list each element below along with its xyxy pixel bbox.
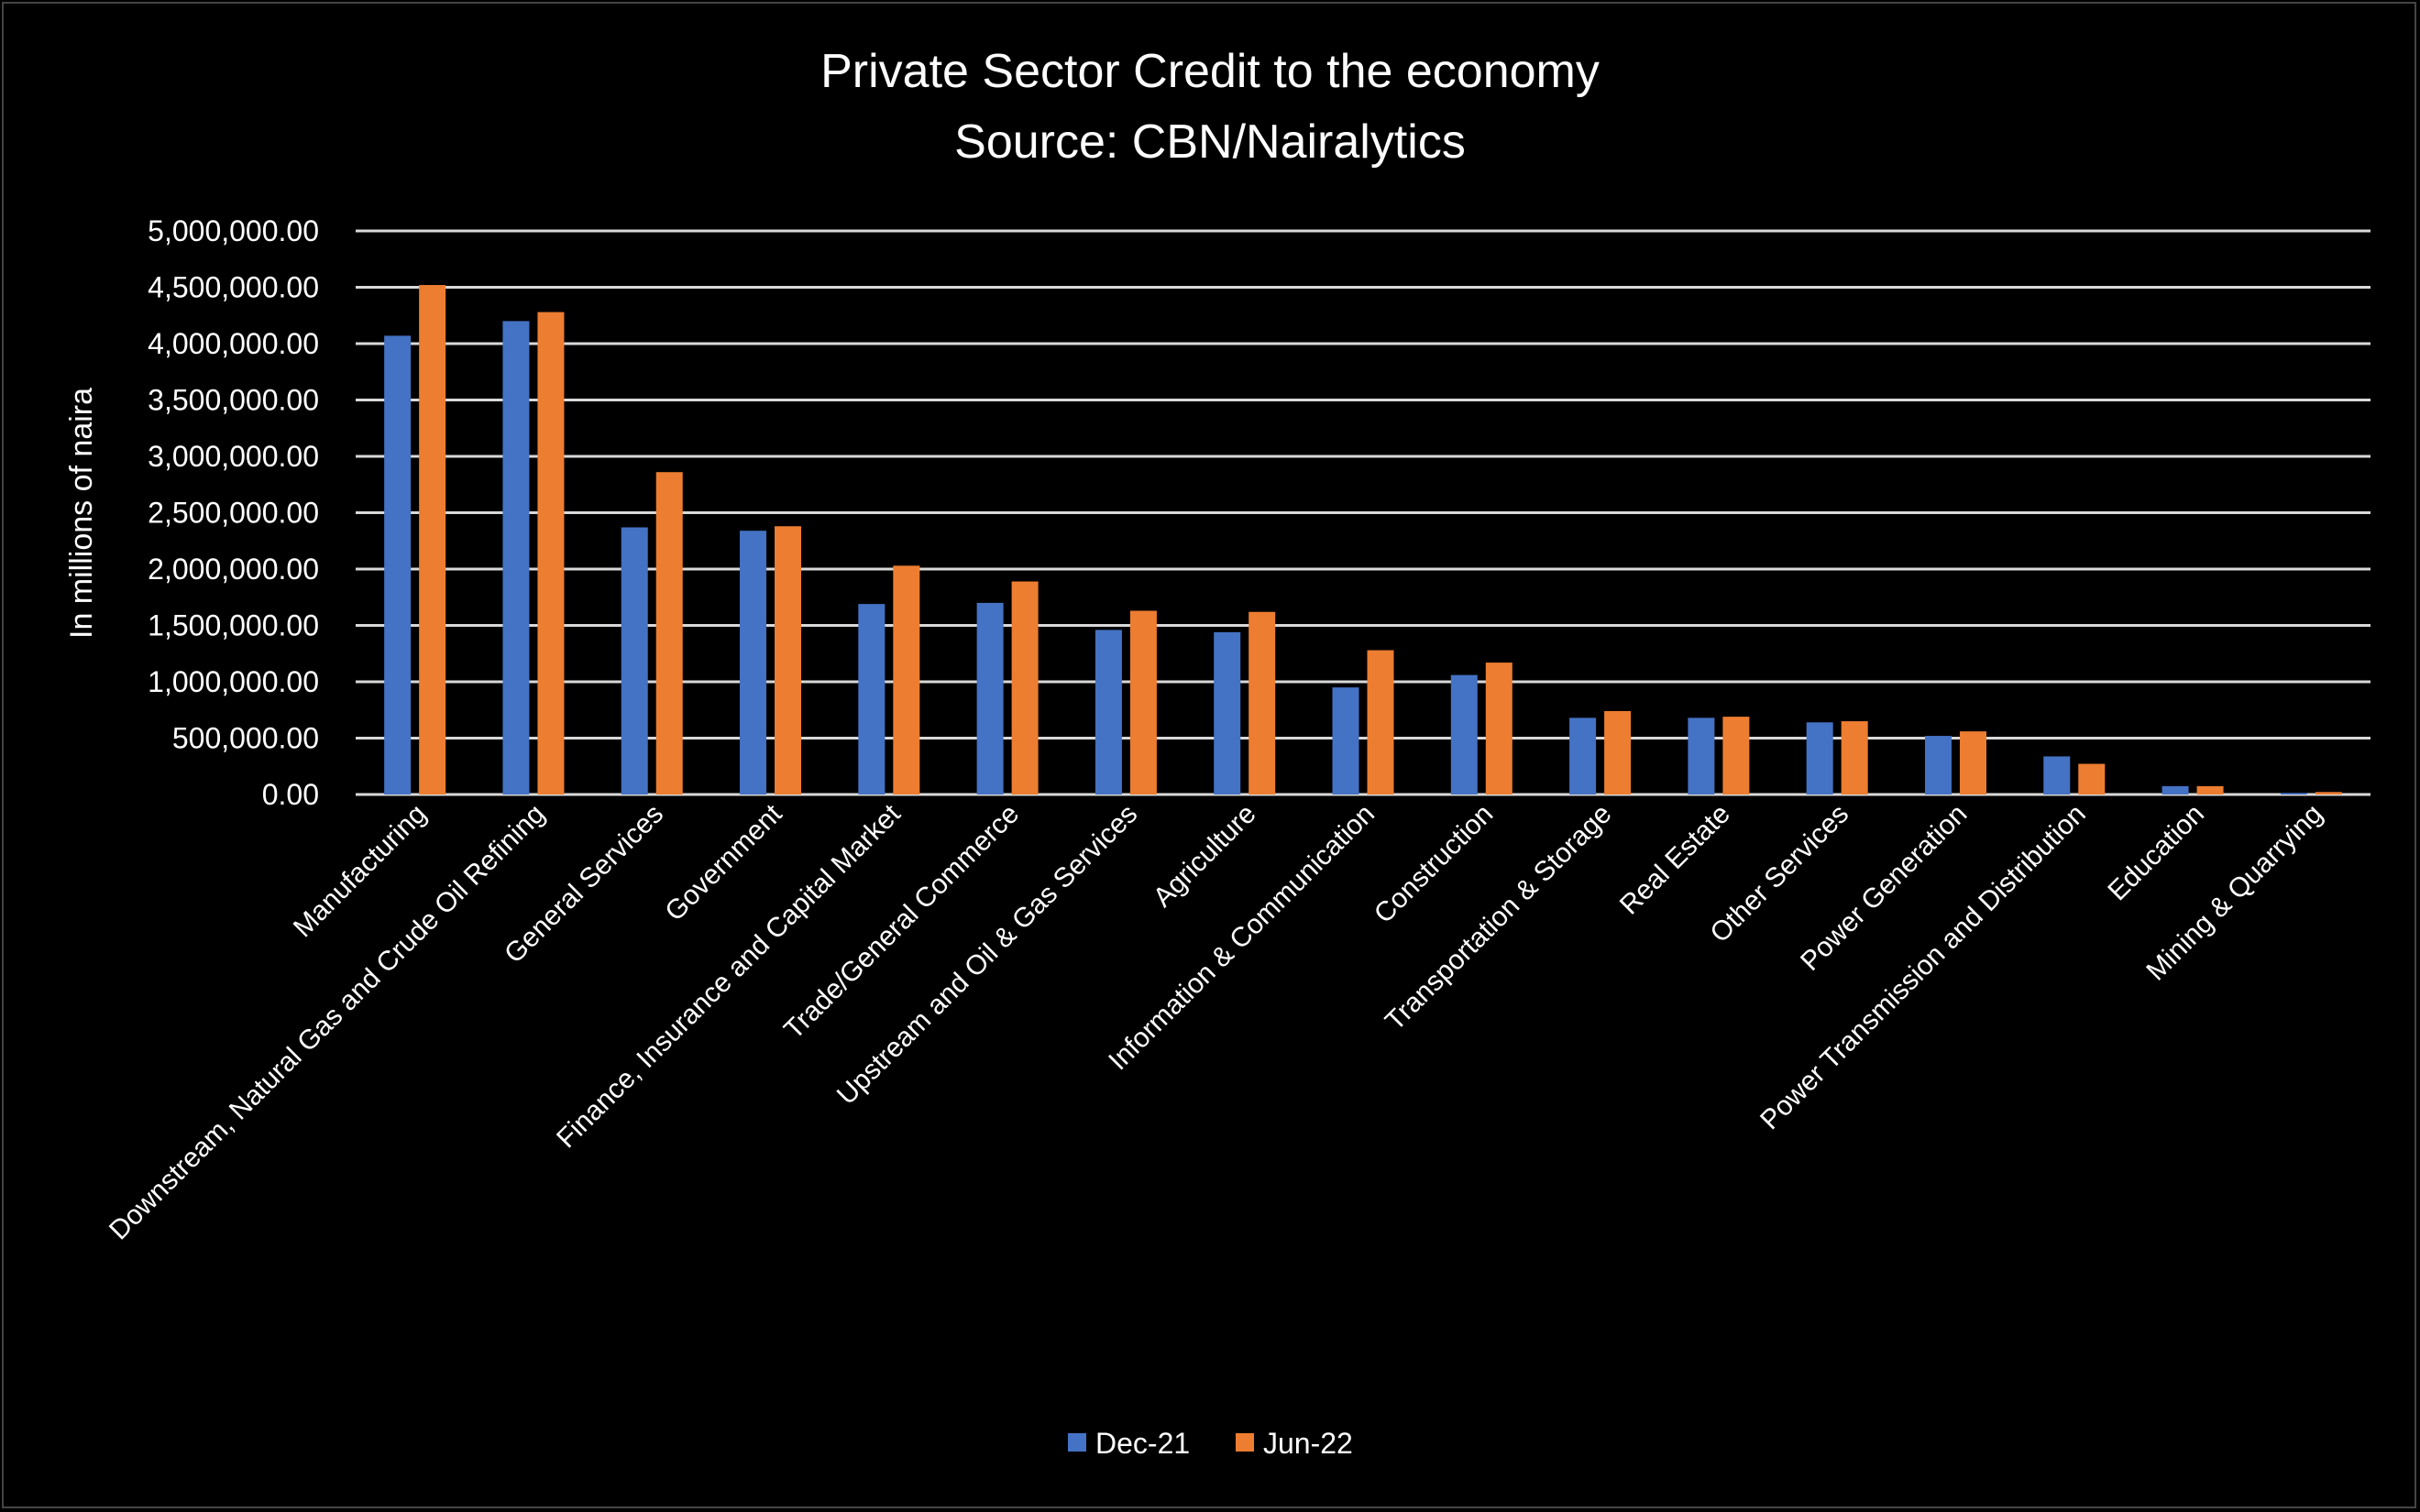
legend-label: Dec-21 — [1095, 1427, 1190, 1460]
y-tick-label: 1,000,000.00 — [148, 665, 319, 698]
bar-jun-22 — [537, 312, 565, 794]
bar-jun-22 — [1248, 611, 1276, 794]
x-tick-label: Government — [659, 798, 788, 927]
x-tick-label: Real Estate — [1614, 799, 1736, 921]
bar-jun-22 — [2315, 792, 2342, 794]
bar-dec-21 — [858, 604, 886, 794]
y-tick-label: 2,500,000.00 — [148, 497, 319, 530]
bar-dec-21 — [2043, 756, 2071, 794]
bar-dec-21 — [740, 531, 767, 794]
bar-dec-21 — [1688, 718, 1715, 794]
y-tick-label: 2,000,000.00 — [148, 553, 319, 586]
bar-jun-22 — [2196, 785, 2224, 794]
bar-jun-22 — [775, 526, 802, 794]
bar-dec-21 — [1450, 674, 1478, 794]
y-tick-label: 4,500,000.00 — [148, 271, 319, 304]
bar-dec-21 — [1094, 630, 1122, 794]
bar-dec-21 — [1214, 631, 1241, 794]
x-tick-label: Construction — [1369, 799, 1499, 929]
y-tick-label: 3,000,000.00 — [148, 440, 319, 473]
bar-jun-22 — [1367, 650, 1394, 794]
bar-jun-22 — [1959, 731, 1986, 794]
y-tick-label: 500,000.00 — [172, 722, 319, 755]
legend-swatch-dec-21 — [1068, 1433, 1086, 1452]
bar-dec-21 — [502, 321, 530, 794]
bar-dec-21 — [976, 602, 1004, 794]
bar-dec-21 — [2162, 785, 2189, 794]
bar-jun-22 — [419, 285, 446, 794]
bar-jun-22 — [655, 472, 683, 794]
bar-dec-21 — [384, 335, 412, 794]
bar-dec-21 — [1924, 736, 1952, 794]
bar-dec-21 — [1332, 687, 1359, 794]
x-tick-label: Education — [2102, 799, 2210, 907]
legend-swatch-jun-22 — [1236, 1433, 1254, 1452]
chart-subtitle: Source: CBN/Nairalytics — [954, 115, 1466, 169]
y-tick-label: 0.00 — [262, 778, 319, 811]
bar-jun-22 — [893, 565, 920, 794]
x-tick-label: Trade/General Commerce — [778, 799, 1025, 1046]
bar-jun-22 — [1604, 710, 1632, 794]
bar-jun-22 — [2078, 763, 2106, 794]
bar-dec-21 — [621, 527, 648, 794]
x-tick-label: Transportation & Storage — [1380, 799, 1618, 1037]
y-tick-label: 5,000,000.00 — [148, 214, 319, 247]
bar-jun-22 — [1485, 663, 1512, 794]
y-tick-label: 4,000,000.00 — [148, 327, 319, 360]
bar-jun-22 — [1011, 581, 1039, 794]
y-tick-label: 1,500,000.00 — [148, 609, 319, 642]
bar-dec-21 — [1569, 718, 1597, 794]
y-axis-title: In millions of naira — [64, 388, 99, 639]
bar-jun-22 — [1841, 721, 1868, 794]
x-tick-label: Agriculture — [1148, 799, 1262, 914]
legend-label: Jun-22 — [1263, 1427, 1353, 1460]
bar-jun-22 — [1722, 717, 1750, 794]
chart-title: Private Sector Credit to the economy — [820, 45, 1600, 98]
bar-dec-21 — [2280, 793, 2307, 794]
bar-jun-22 — [1129, 610, 1157, 794]
x-tick-label: Downstream, Natural Gas and Crude Oil Re… — [104, 799, 551, 1246]
bar-dec-21 — [1806, 722, 1833, 794]
y-tick-label: 3,500,000.00 — [148, 384, 319, 417]
